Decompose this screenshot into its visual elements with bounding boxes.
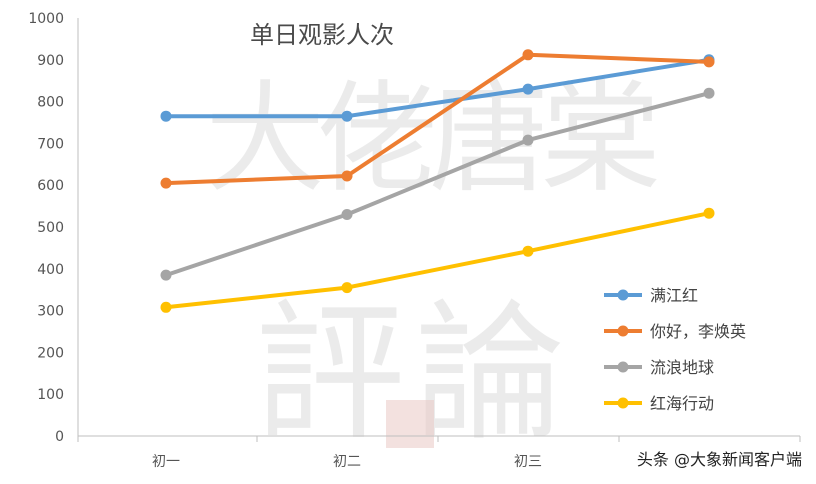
series-2	[160, 87, 715, 281]
x-tick-label: 初一	[152, 453, 180, 470]
data-point	[160, 269, 172, 281]
legend-label: 红海行动	[650, 394, 714, 413]
legend-swatch-marker	[617, 397, 629, 409]
data-point	[703, 56, 715, 68]
data-point	[160, 110, 172, 122]
data-point	[341, 110, 353, 122]
legend-item: 你好，李焕英	[604, 322, 746, 341]
x-tick-label: 初三	[514, 453, 542, 470]
series-3	[160, 207, 715, 313]
y-tick-label: 0	[55, 429, 64, 445]
data-point	[341, 170, 353, 182]
series-layer	[160, 49, 715, 313]
y-tick-label: 800	[37, 95, 64, 111]
series-line	[164, 52, 711, 186]
y-tick-label: 900	[37, 53, 64, 69]
y-tick-label: 400	[37, 262, 64, 278]
series-line	[164, 91, 711, 278]
data-point	[703, 87, 715, 99]
watermark-seal	[386, 400, 434, 448]
y-tick-label: 500	[37, 220, 64, 236]
y-tick-label: 700	[37, 136, 64, 152]
data-point	[522, 49, 534, 61]
data-point	[341, 282, 353, 294]
source-credit: 头条 @大象新闻客户端	[636, 450, 802, 469]
x-axis-ticks: 初一 初二 初三	[152, 453, 542, 470]
y-tick-label: 100	[37, 387, 64, 403]
series-line	[164, 211, 711, 310]
legend-label: 满江红	[650, 286, 698, 305]
legend-swatch-marker	[617, 289, 629, 301]
y-tick-label: 1000	[28, 11, 64, 27]
y-tick-label: 200	[37, 345, 64, 361]
y-axis-ticks: 0 100 200 300 400 500 600 700 800 900 1000	[28, 11, 64, 445]
data-point	[160, 177, 172, 189]
x-tick-label: 初二	[333, 453, 361, 470]
legend-item: 满江红	[604, 286, 698, 305]
data-point	[160, 301, 172, 313]
y-tick-label: 300	[37, 304, 64, 320]
data-point	[522, 134, 534, 146]
watermark-text: 大佬唐棠	[205, 70, 657, 209]
axes	[77, 18, 801, 442]
legend-swatch-marker	[617, 361, 629, 373]
series-0	[160, 54, 715, 122]
legend-label: 流浪地球	[650, 358, 714, 377]
y-tick-label: 600	[37, 178, 64, 194]
watermark: 大佬唐棠 評論	[205, 70, 665, 461]
chart-title: 单日观影人次	[250, 21, 394, 49]
series-line	[164, 57, 711, 119]
series-1	[160, 49, 715, 189]
legend-label: 你好，李焕英	[650, 322, 746, 341]
data-point	[703, 207, 715, 219]
data-point	[522, 83, 534, 95]
legend-swatch-marker	[617, 325, 629, 337]
legend-item: 红海行动	[604, 394, 714, 413]
data-point	[522, 245, 534, 257]
data-point	[341, 209, 353, 220]
legend-item: 流浪地球	[604, 358, 714, 377]
